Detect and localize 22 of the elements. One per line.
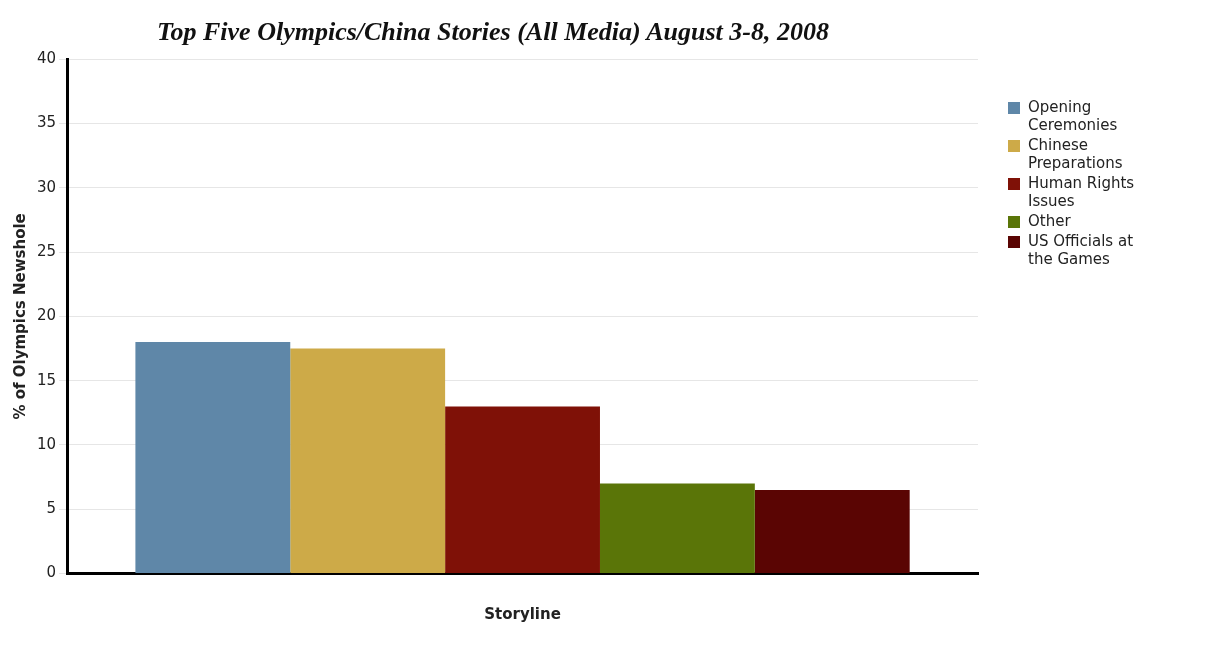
bar [599,483,755,574]
y-tick-label: 5 [46,499,57,518]
y-axis-title: % of Olympics Newshole [10,213,29,420]
legend-label: Chinese Preparations [1028,136,1124,172]
y-tick-label: 40 [36,49,57,68]
y-tick-label: 20 [36,306,57,325]
y-tick-label: 35 [36,113,57,132]
bar [445,406,600,574]
legend-label: Human Rights Issues [1028,174,1136,210]
chart-title: Top Five Olympics/China Stories (All Media) August 3-8, 2008 [157,17,829,47]
legend-label: US Officials at the Games [1028,232,1134,268]
y-tick-label: 0 [46,563,57,582]
legend-label: Other [1028,212,1071,230]
y-tick-label: 10 [36,434,57,453]
legend-label: Opening Ceremonies [1028,98,1119,134]
y-tick-label: 30 [36,177,57,196]
x-axis-title: Storyline [484,604,561,623]
bar [290,348,446,574]
bar [135,342,291,574]
bar [754,490,910,574]
y-tick-label: 25 [36,241,57,260]
y-tick-label: 15 [36,370,57,389]
